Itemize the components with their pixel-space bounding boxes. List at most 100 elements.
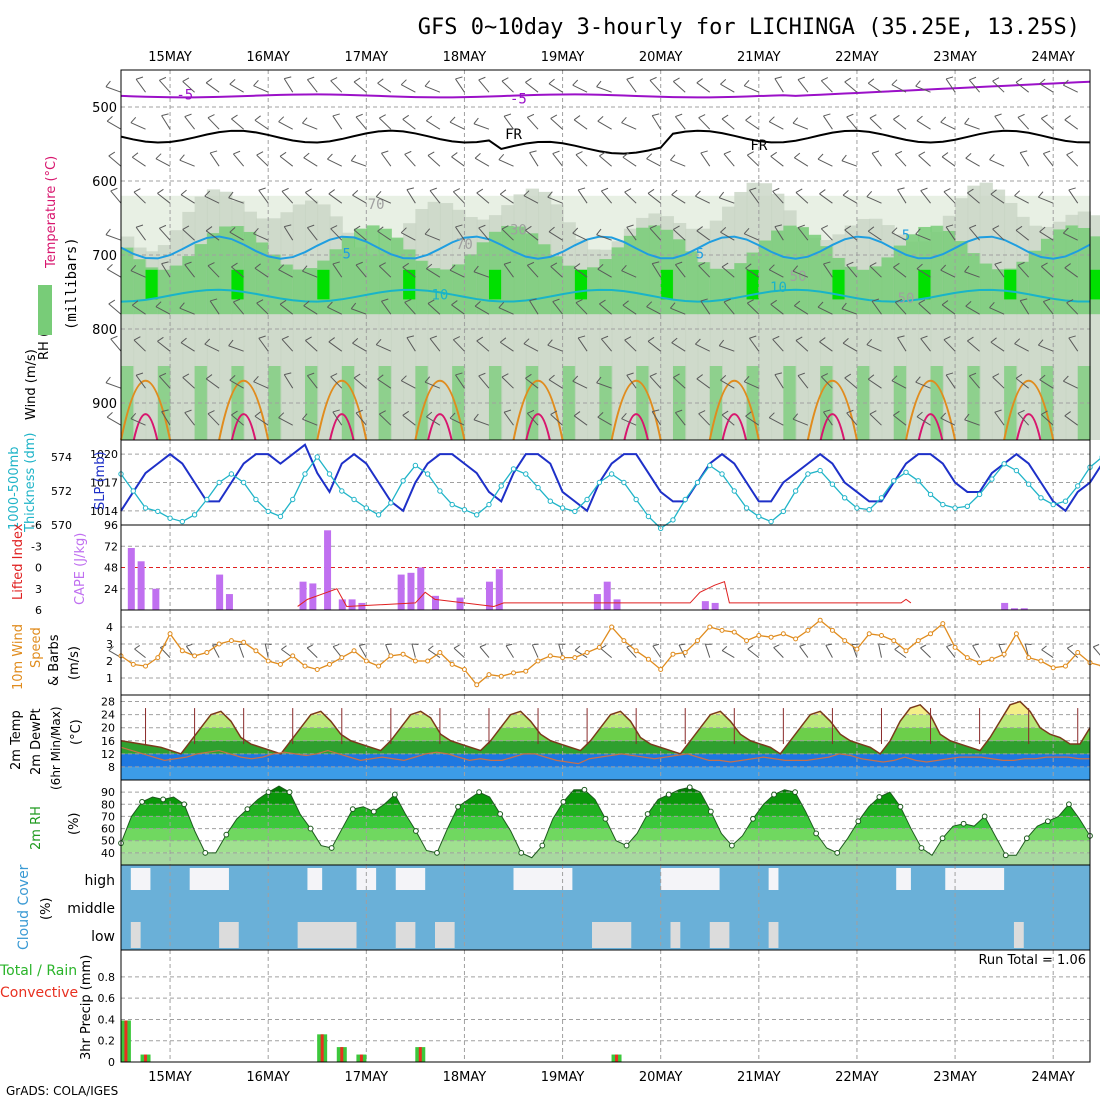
rh-region [243, 231, 257, 315]
rh-point [665, 791, 672, 798]
wind-barb [651, 409, 662, 426]
wind-barb [302, 117, 318, 130]
date-label-bottom: 16MAY [246, 1070, 290, 1085]
wind-barb [695, 190, 710, 204]
wind-barb [503, 409, 514, 426]
wind-barb [1066, 299, 1079, 315]
wind-barb [158, 76, 171, 93]
rh-region [170, 265, 184, 315]
wind-barb [474, 153, 490, 167]
rh-region [231, 269, 245, 300]
rh-point [434, 849, 440, 856]
thickness-point [498, 483, 504, 489]
rh-region [268, 366, 282, 440]
wind-barb [967, 188, 980, 204]
wind-barb [205, 374, 220, 389]
wind10-point [694, 638, 700, 644]
rh-point [244, 806, 251, 813]
rh-point [918, 845, 925, 851]
wind-barb [332, 113, 343, 130]
thickness-point [707, 462, 713, 469]
wind-barb [327, 301, 343, 315]
wind-barb [499, 189, 514, 204]
rh-region [611, 247, 625, 315]
wind-barb [670, 154, 686, 167]
wind-barb [550, 262, 563, 278]
rh-point [771, 791, 777, 798]
wind-barb [599, 151, 612, 167]
wind10-point [670, 651, 676, 657]
wind-barb [548, 78, 563, 93]
rh-region [378, 366, 392, 440]
wind-barb [258, 187, 269, 204]
wind10-point [940, 621, 946, 627]
thickness-point [817, 467, 823, 474]
wind-barb [624, 336, 637, 352]
wind-barb [992, 77, 1005, 93]
wind-barb [182, 373, 195, 389]
rh-region [304, 268, 319, 315]
thickness-point [179, 518, 186, 525]
footer-credit: GrADS: COLA/IGES [6, 1084, 118, 1098]
wind-barb [1037, 339, 1054, 352]
wind-barb [990, 337, 1005, 352]
wind-barb [207, 114, 220, 130]
wind-barb [256, 151, 269, 167]
wind-barb [649, 224, 662, 241]
thickness-point [142, 505, 149, 511]
wind-barb [161, 261, 171, 278]
wind-barb [572, 79, 588, 93]
wind10-point [842, 638, 848, 644]
wind-barb [133, 188, 146, 204]
cloud-high-block [896, 868, 911, 890]
rh-point [834, 849, 841, 856]
wind-barb [867, 78, 882, 93]
wind-barb [207, 262, 220, 278]
wind-barb [404, 298, 416, 315]
wind-barb [1014, 190, 1029, 204]
thickness-point [253, 496, 259, 503]
wind-barb [869, 410, 882, 426]
rh-region [354, 228, 368, 315]
rh-region [1016, 261, 1030, 315]
cape-bar [432, 595, 440, 610]
wind-barb [355, 409, 367, 426]
thickness-point [412, 462, 419, 469]
thickness-point [829, 481, 836, 487]
wind-barb [749, 335, 760, 352]
wind-barb [772, 335, 784, 352]
wind-barb [720, 79, 735, 93]
wind10-barb [134, 645, 146, 658]
wind-barb [377, 374, 392, 389]
temp-label-4: (°C) [69, 719, 84, 745]
temp-contour-hot [427, 413, 453, 441]
wind-barb [232, 298, 245, 315]
rh-point [1002, 852, 1009, 859]
wind-barb [327, 153, 343, 167]
wind-barb [893, 410, 907, 426]
thickness-point [1050, 501, 1056, 508]
thickness-point [731, 488, 737, 494]
wind-barb [965, 301, 980, 315]
date-label-bottom: 24MAY [1031, 1070, 1075, 1085]
thickness-point [841, 495, 848, 501]
wind-barb [989, 154, 1005, 167]
date-label-top: 15MAY [148, 50, 192, 65]
contour-label: 50 [898, 291, 915, 307]
wind-barb [377, 78, 392, 93]
wind-barb [720, 375, 735, 389]
wind-barb [158, 372, 171, 389]
thickness-point [228, 471, 235, 477]
wind10-point [425, 658, 431, 664]
wind-barb [352, 338, 367, 352]
wind-barb [746, 151, 760, 167]
wind-barb [108, 299, 122, 315]
contour-label: 5 [696, 247, 704, 263]
wind-barb [305, 336, 318, 352]
thickness-point [1075, 483, 1081, 489]
wind-barb [844, 77, 858, 93]
cape-bar [324, 530, 332, 610]
thickness-point [743, 505, 750, 511]
wind-barb [279, 151, 294, 167]
precip-label-axis: 3hr Precip (mm) [79, 955, 94, 1060]
